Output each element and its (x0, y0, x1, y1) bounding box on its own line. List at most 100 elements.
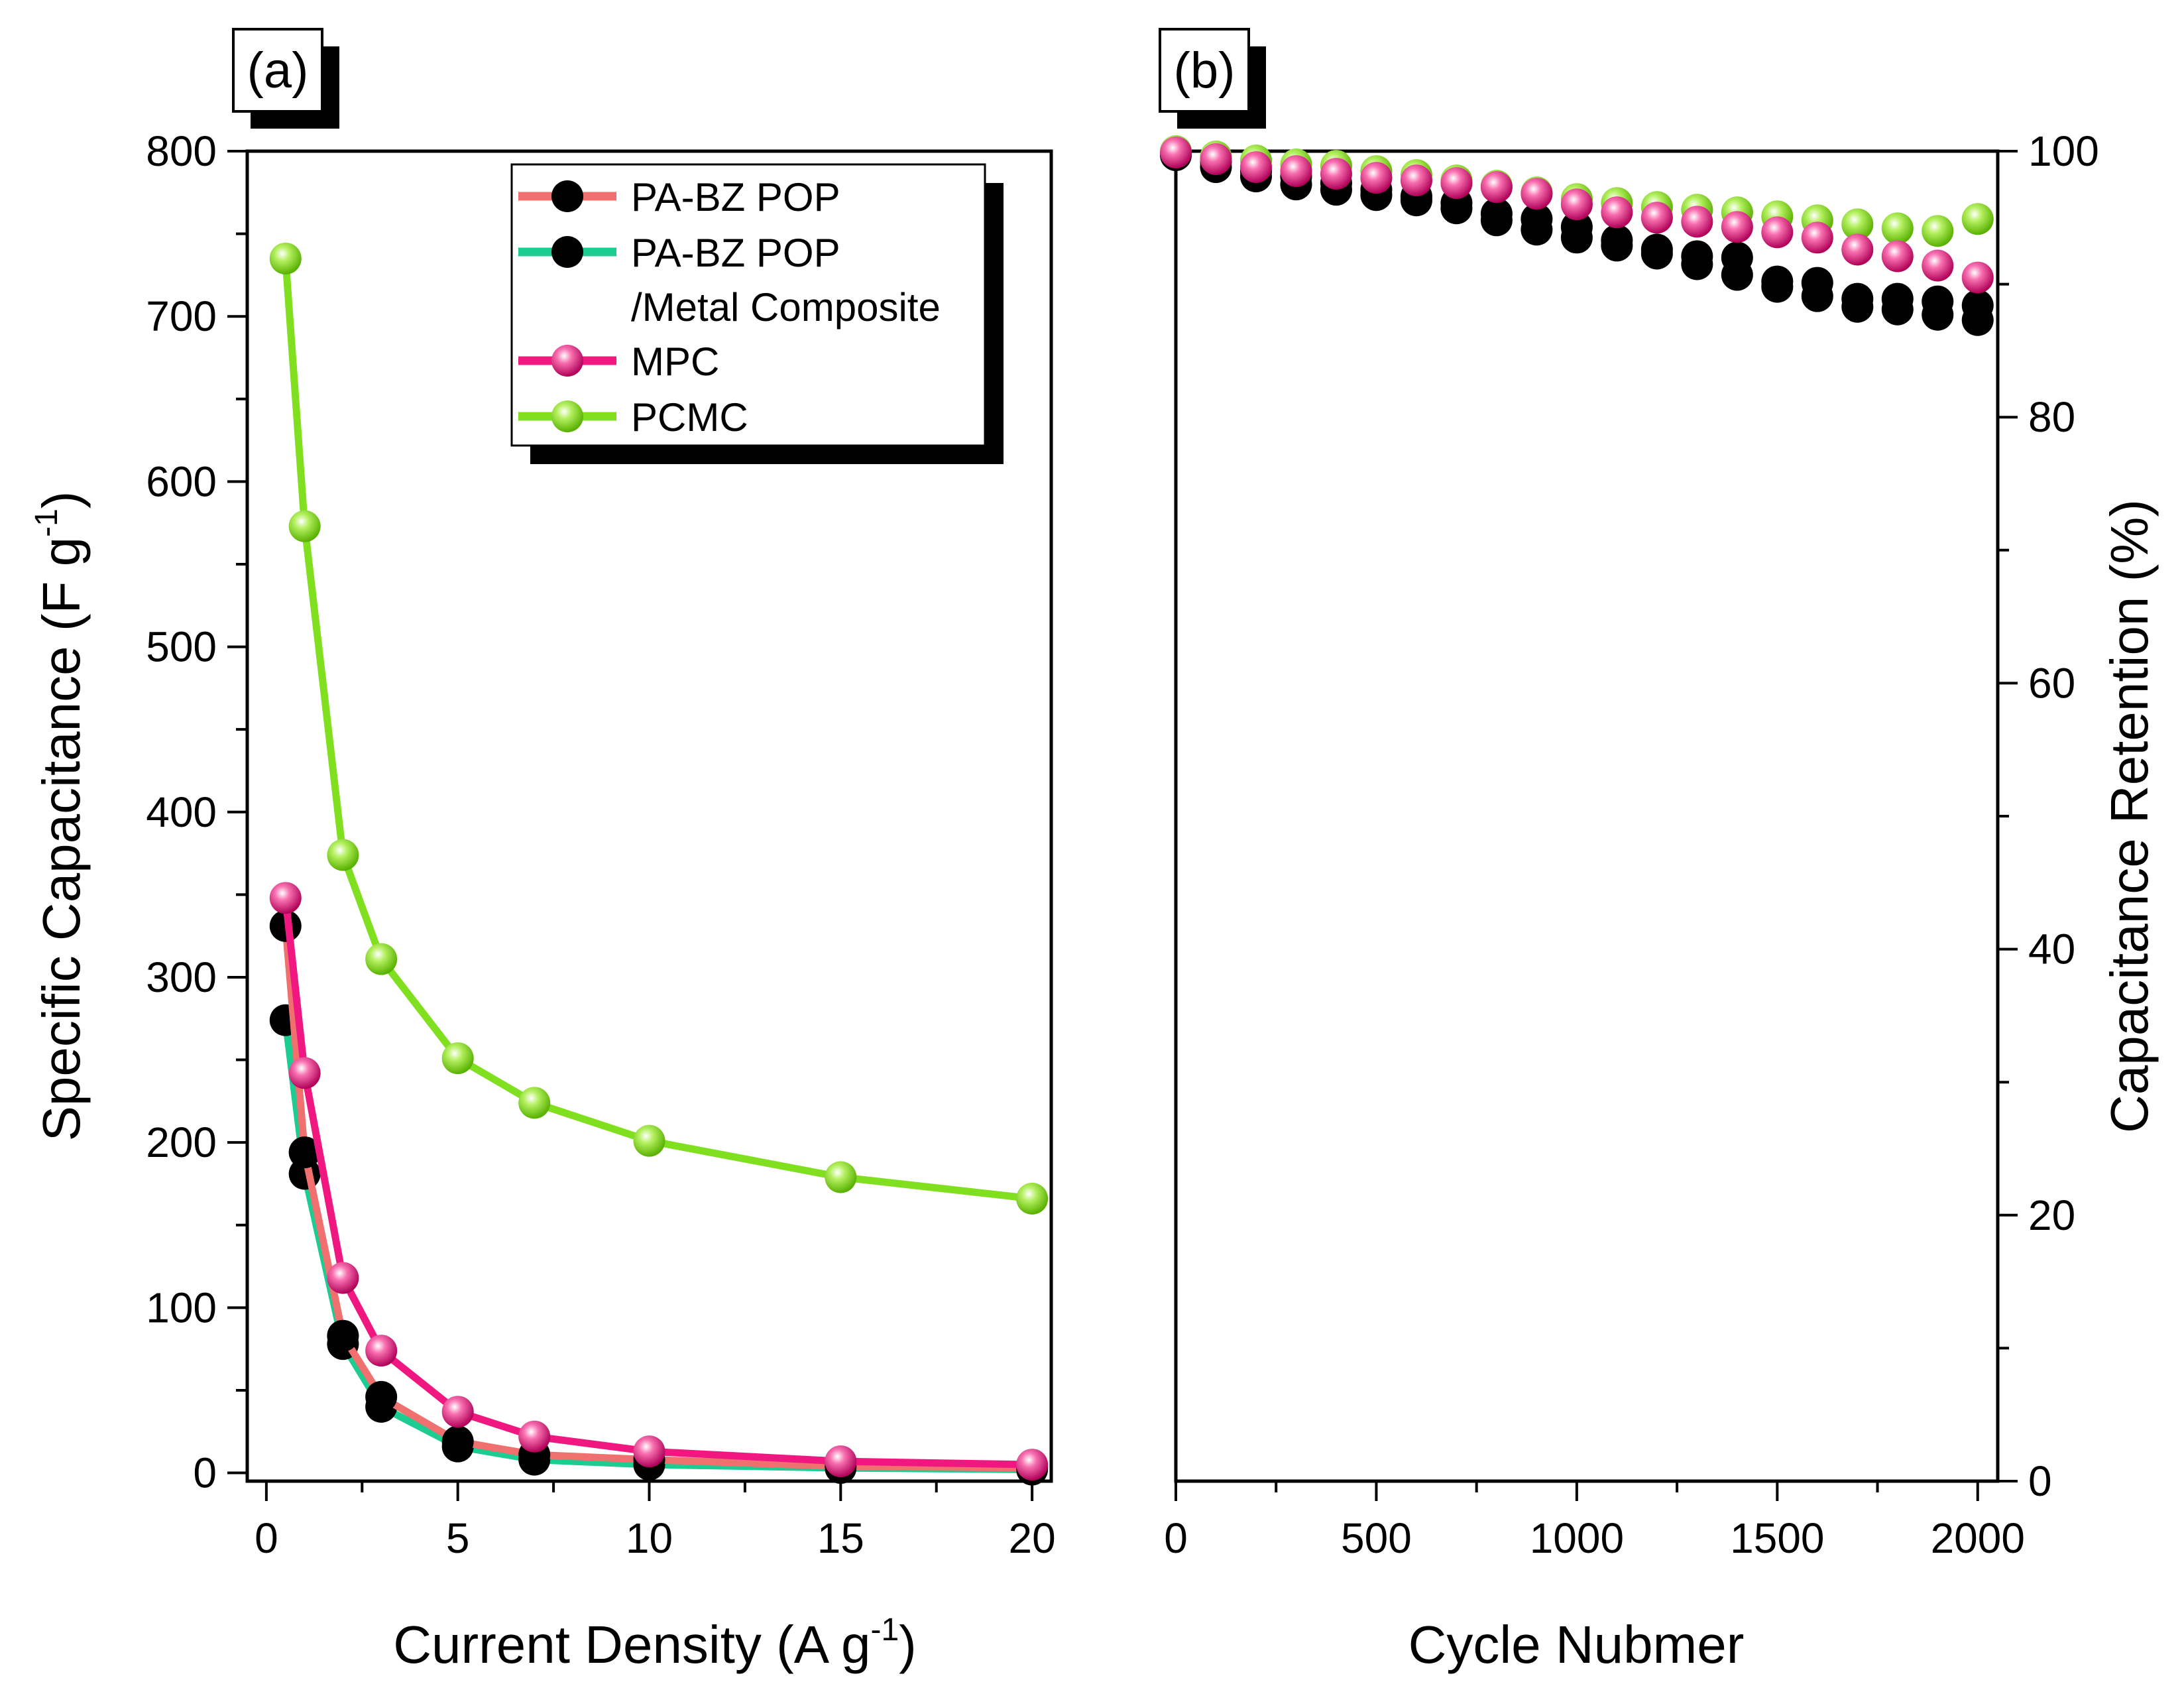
legend-label-pa-bz-pop: PA-BZ POP (631, 175, 840, 219)
panel-a-x-axis-title: Current Density (A g-1) (393, 1612, 917, 1674)
b-point-mpc (1360, 162, 1393, 194)
b-y-tick-label-60: 60 (2028, 659, 2075, 707)
b-point-pa-bz-pop-metal-composite (1560, 221, 1593, 254)
b-y-tick-label-80: 80 (2028, 393, 2075, 441)
a-point-pa-bz-pop (365, 1380, 398, 1413)
a-point-pcmc (1016, 1182, 1049, 1215)
b-point-pa-bz-pop-metal-composite (1922, 285, 1954, 318)
b-point-mpc (1521, 178, 1553, 210)
panel-a-y-axis-title: Specific Capacitance (F g-1) (29, 491, 91, 1142)
panel-a-label: (a) (247, 42, 309, 99)
b-point-mpc (1881, 240, 1914, 272)
legend-entry-pa-bz-pop-metal-composite: PA-BZ POP /Metal Composite (518, 231, 941, 330)
b-point-pcmc (1841, 208, 1874, 241)
b-point-pa-bz-pop-metal-composite (1640, 237, 1673, 270)
b-point-mpc (1239, 151, 1272, 184)
b-point-mpc (1601, 196, 1633, 229)
b-point-pa-bz-pop-metal-composite (1801, 280, 1833, 312)
panel-b-y-axis-title: Capacitance Retention (%) (2100, 499, 2159, 1133)
legend-entry-mpc: MPC (518, 339, 719, 384)
a-y-tick-label-200: 200 (146, 1118, 217, 1166)
b-point-pcmc (1961, 203, 1994, 235)
a-point-mpc (269, 882, 302, 914)
legend-entry-pa-bz-pop: PA-BZ POP (518, 175, 840, 219)
a-point-pcmc (288, 510, 321, 542)
b-y-tick-label-20: 20 (2028, 1191, 2075, 1239)
b-point-mpc (1961, 261, 1994, 294)
b-x-tick-label-0: 0 (1164, 1514, 1188, 1562)
panel-a-series (269, 242, 1049, 1486)
legend-label-pcmc: PCMC (631, 395, 748, 440)
b-x-tick-label-1000: 1000 (1530, 1514, 1624, 1562)
b-point-mpc (1480, 171, 1513, 204)
panel-b-frame (1174, 149, 2000, 1483)
b-point-pcmc (1922, 215, 1954, 247)
panel-b-label: (b) (1174, 42, 1236, 99)
a-y-tick-label-700: 700 (146, 292, 217, 340)
b-y-tick-label-100: 100 (2028, 127, 2099, 175)
b-point-pa-bz-pop-metal-composite (1721, 259, 1753, 291)
b-point-pa-bz-pop-metal-composite (1521, 213, 1553, 246)
a-point-mpc (518, 1420, 551, 1453)
b-point-mpc (1400, 164, 1432, 197)
legend-marker-pa-bz-pop (551, 180, 583, 212)
legend-label-pa-bz-pop-metal-composite-line2: /Metal Composite (631, 285, 941, 330)
a-point-pcmc (518, 1087, 551, 1119)
b-point-mpc (1560, 188, 1593, 221)
panel-b-x-axis-title: Cycle Nubmer (1408, 1615, 1745, 1674)
a-point-pcmc (441, 1042, 474, 1075)
b-point-pa-bz-pop-metal-composite (1841, 282, 1874, 315)
b-point-mpc (1440, 167, 1473, 200)
a-x-tick-label-5: 5 (446, 1514, 470, 1562)
a-point-pcmc (825, 1161, 857, 1193)
a-point-mpc (441, 1396, 474, 1428)
panel-b-label-group: (b) (1159, 28, 1266, 129)
a-x-tick-label-20: 20 (1009, 1514, 1056, 1562)
a-point-pcmc (327, 839, 359, 871)
b-point-mpc (1280, 155, 1312, 188)
b-x-tick-label-1500: 1500 (1730, 1514, 1824, 1562)
a-point-pcmc (365, 943, 398, 975)
legend-label-pa-bz-pop-metal-composite-line1: PA-BZ POP (631, 231, 840, 275)
panel-b-series (1160, 135, 1994, 336)
a-point-mpc (365, 1335, 398, 1367)
b-point-mpc (1640, 202, 1673, 234)
a-point-mpc (327, 1262, 359, 1294)
legend-marker-pa-bz-pop-metal-composite (551, 236, 583, 268)
b-point-mpc (1681, 206, 1713, 238)
b-point-pa-bz-pop-metal-composite (1440, 192, 1473, 225)
a-point-mpc (633, 1435, 665, 1468)
b-point-mpc (1320, 158, 1352, 190)
b-point-pa-bz-pop-metal-composite (1881, 282, 1914, 315)
b-point-pa-bz-pop-metal-composite (1961, 289, 1994, 322)
legend-entry-pcmc: PCMC (518, 395, 748, 440)
a-x-tick-label-15: 15 (817, 1514, 864, 1562)
b-point-pa-bz-pop-metal-composite (1480, 204, 1513, 237)
b-y-tick-label-0: 0 (2028, 1457, 2052, 1505)
a-x-tick-label-0: 0 (255, 1514, 278, 1562)
b-x-tick-label-2000: 2000 (1931, 1514, 2025, 1562)
legend: PA-BZ POP PA-BZ POP /Metal Composite MPC… (510, 163, 1004, 464)
a-point-mpc (288, 1057, 321, 1089)
b-x-tick-label-500: 500 (1341, 1514, 1412, 1562)
b-point-mpc (1721, 211, 1753, 243)
a-x-tick-label-10: 10 (626, 1514, 673, 1562)
a-y-tick-label-300: 300 (146, 953, 217, 1001)
a-y-tick-label-800: 800 (146, 127, 217, 175)
legend-marker-mpc (551, 345, 583, 377)
b-point-mpc (1922, 249, 1954, 282)
a-point-mpc (1016, 1449, 1049, 1481)
b-point-mpc (1200, 143, 1232, 176)
b-point-mpc (1761, 216, 1794, 249)
b-point-pa-bz-pop-metal-composite (1601, 229, 1633, 262)
b-point-mpc (1160, 137, 1192, 169)
a-y-tick-label-100: 100 (146, 1284, 217, 1331)
a-y-tick-label-0: 0 (193, 1449, 217, 1497)
a-point-pa-bz-pop (327, 1319, 359, 1352)
legend-box (510, 163, 986, 447)
